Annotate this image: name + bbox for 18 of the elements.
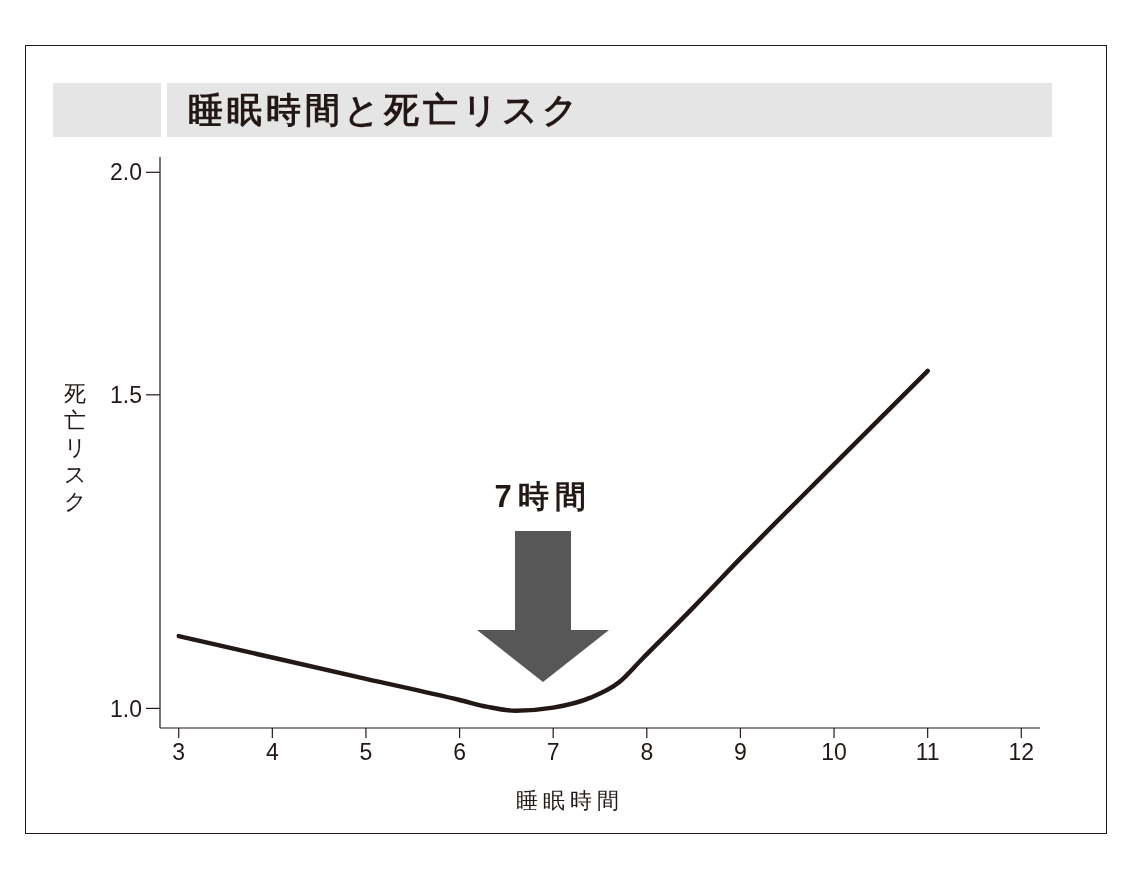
line-series: [176, 368, 930, 713]
y-tick-label: 2.0: [110, 159, 142, 186]
x-tick-label: 10: [821, 739, 847, 766]
x-tick-label: 3: [172, 739, 186, 766]
chart-title: 睡眠時間と死亡リスク: [188, 89, 582, 131]
x-tick-label: 4: [265, 739, 279, 766]
x-tick-label: 7: [546, 739, 560, 766]
y-tick-label: 1.0: [110, 695, 142, 722]
x-tick-label: 11: [915, 739, 940, 766]
x-tick-label: 6: [453, 739, 466, 766]
x-tick-label: 5: [359, 739, 373, 766]
x-tick-label: 8: [640, 739, 654, 766]
annotation: 7時間: [493, 478, 593, 516]
x-axis-title: 睡眠時間: [516, 788, 624, 813]
y-tick-label: 1.5: [110, 381, 142, 408]
y-axis-title: 死亡リスク: [62, 380, 88, 515]
x-tick-label: 9: [734, 739, 747, 766]
x-tick-label: 12: [1008, 739, 1035, 766]
